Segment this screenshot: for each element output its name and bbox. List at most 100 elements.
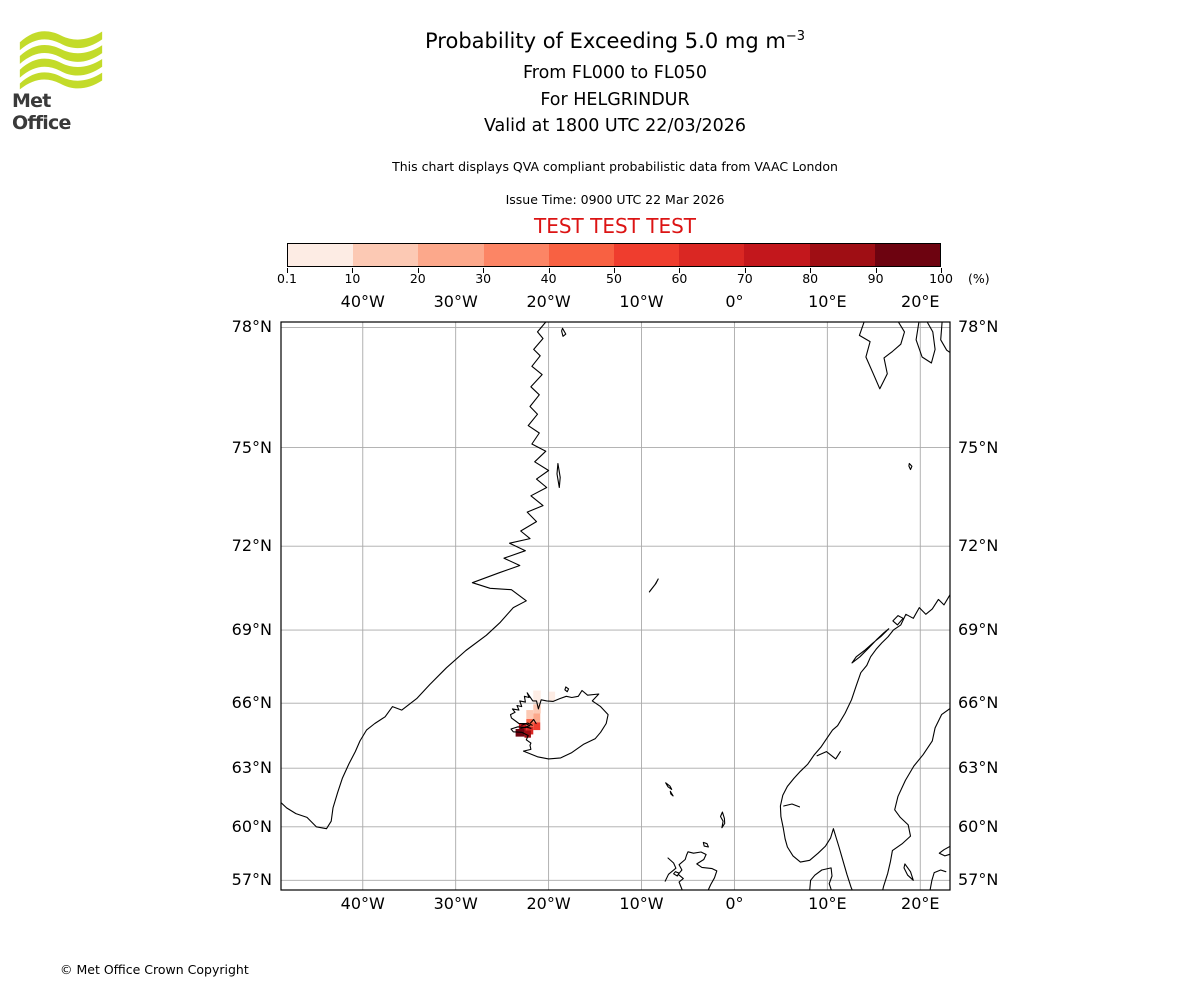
coastline-grimsey	[564, 686, 570, 693]
lon-label-bottom: 10°W	[619, 894, 664, 913]
coastline-bear-island	[908, 462, 913, 471]
lon-label-bottom: 30°W	[433, 894, 478, 913]
colorbar-tick-label: 80	[802, 271, 819, 286]
lat-label-left: 75°N	[231, 437, 272, 457]
colorbar-tick-label: 20	[409, 271, 426, 286]
colorbar-tick	[287, 268, 288, 273]
colorbar-segment	[679, 244, 745, 266]
colorbar-tick	[679, 268, 681, 273]
lon-label-top: 20°W	[526, 292, 571, 311]
lat-label-right: 78°N	[958, 317, 999, 337]
lon-label-bottom: 20°E	[901, 894, 940, 913]
issue-time: Issue Time: 0900 UTC 22 Mar 2026	[505, 192, 725, 207]
lat-label-right: 66°N	[958, 693, 999, 713]
lat-label-right: 63°N	[958, 758, 999, 778]
lat-label-left: 66°N	[231, 693, 272, 713]
coastline-denmark-jutland	[809, 867, 833, 890]
subtitle-flight-levels: From FL000 to FL050	[522, 63, 708, 83]
lon-label-bottom: 10°E	[808, 894, 847, 913]
lat-label-left: 60°N	[231, 816, 272, 836]
colorbar-segment	[809, 244, 875, 266]
lon-label-top: 0°	[725, 292, 744, 311]
colorbar-tick	[417, 268, 419, 273]
coastline-orkney	[702, 841, 709, 848]
colorbar-tick	[614, 268, 615, 273]
coastline-breidafjordur-fjords-2	[520, 726, 532, 729]
colorbar-tick-label: 0.1	[277, 271, 297, 286]
colorbar-tick-label: 10	[344, 271, 361, 286]
probability-cell	[526, 710, 534, 720]
met-office-logo-text: Met Office	[12, 90, 71, 134]
page-title-exponent: −3	[785, 29, 805, 44]
probability-cell	[533, 690, 541, 705]
probability-cell	[533, 722, 541, 731]
probability-cells-layer	[515, 690, 556, 738]
page-title: Probability of Exceeding 5.0 mg m−3	[280, 29, 950, 53]
colorbar-tick-label: 90	[867, 271, 884, 286]
lat-label-right: 69°N	[958, 620, 999, 640]
page-title-text: Probability of Exceeding 5.0 mg m	[425, 29, 786, 53]
lon-label-top: 10°E	[808, 292, 847, 311]
subtitle-valid-time: Valid at 1800 UTC 22/03/2026	[483, 116, 747, 136]
coastline-svalbard-edgeoya	[940, 322, 950, 354]
coastline-svalbard-spitsbergen	[858, 322, 906, 390]
lat-label-right: 72°N	[958, 536, 999, 556]
coastline-sweden-bothnia-coast	[882, 707, 950, 890]
colorbar-tick	[875, 268, 877, 273]
colorbar-segment	[288, 244, 354, 266]
colorbar-tick-label: 50	[606, 271, 622, 286]
lat-label-left: 78°N	[231, 317, 272, 337]
probability-colorbar	[287, 243, 941, 267]
colorbar-segment	[548, 244, 615, 266]
lat-label-left: 57°N	[231, 870, 272, 890]
coastline-svalbard-barentsoya	[915, 322, 936, 364]
colorbar-segment	[744, 244, 810, 266]
coastline-lofoten	[851, 628, 890, 664]
probability-cell	[526, 719, 534, 727]
colorbar-tick-label: 100	[929, 271, 953, 286]
colorbar-segment	[614, 244, 680, 266]
probability-cell	[524, 730, 531, 738]
lon-label-top: 10°W	[619, 292, 664, 311]
lon-label-bottom: 0°	[725, 894, 744, 913]
coastline-breidafjordur-fjords-1	[521, 722, 533, 726]
colorbar-tick-label: 60	[671, 271, 688, 286]
colorbar-tick-label: 70	[736, 271, 753, 286]
coastline-trondheimsfjord	[816, 751, 841, 760]
lat-label-right: 75°N	[958, 437, 999, 457]
lat-label-right: 60°N	[958, 816, 999, 836]
lon-label-top: 30°W	[433, 292, 478, 311]
coastline-norway-mainland	[779, 593, 950, 890]
coastline-layer	[281, 322, 950, 890]
probability-cell	[515, 728, 525, 737]
test-banner: TEST TEST TEST	[533, 214, 696, 238]
coastline-scotland	[677, 851, 718, 890]
coastline-latvia-coast	[929, 869, 947, 890]
met-office-waves-icon	[19, 31, 103, 90]
colorbar-tick	[810, 268, 812, 273]
coastline-shetland	[719, 811, 726, 829]
copyright-text: © Met Office Crown Copyright	[60, 962, 249, 977]
met-office-logo: Met Office	[12, 24, 110, 134]
lon-label-bottom: 20°W	[526, 894, 571, 913]
lat-label-left: 72°N	[231, 536, 272, 556]
lat-label-left: 63°N	[231, 758, 272, 778]
coastline-saaremaa	[938, 845, 950, 857]
colorbar-tick	[548, 268, 550, 273]
coastline-skye	[673, 871, 680, 877]
coastline-greenland-island-north	[561, 327, 567, 337]
graticule-layer	[281, 322, 950, 890]
colorbar-unit-label: (%)	[968, 271, 990, 286]
colorbar-tick	[744, 268, 746, 273]
colorbar-tick-label: 30	[475, 271, 492, 286]
coastline-outer-hebrides	[664, 857, 677, 882]
qva-description: This chart displays QVA compliant probab…	[392, 159, 838, 174]
colorbar-tick	[941, 268, 942, 273]
lon-label-bottom: 40°W	[340, 894, 385, 913]
colorbar-segment	[418, 244, 484, 266]
subtitle-volcano: For HELGRINDUR	[540, 90, 690, 110]
coastline-sognefjord	[783, 803, 801, 808]
lon-label-top: 20°E	[901, 292, 940, 311]
